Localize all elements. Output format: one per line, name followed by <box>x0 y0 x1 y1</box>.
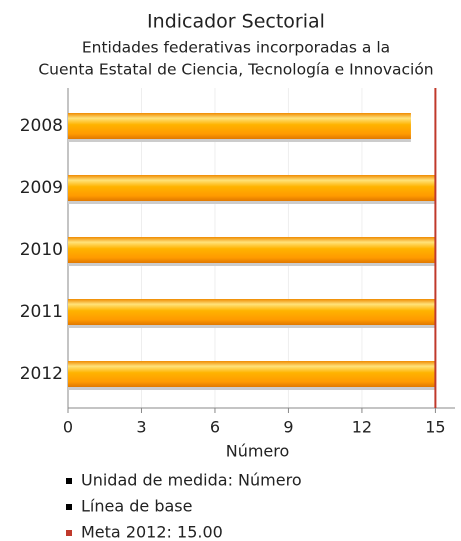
y-tick-label: 2008 <box>20 116 63 136</box>
legend-marker <box>66 530 72 536</box>
bar <box>68 175 436 201</box>
x-tick-label: 3 <box>136 418 146 437</box>
bar <box>68 361 436 387</box>
y-tick-label: 2011 <box>20 302 63 322</box>
x-tick-label: 15 <box>425 418 445 437</box>
legend-label: Línea de base <box>81 497 192 516</box>
x-tick-label: 6 <box>210 418 220 437</box>
y-tick-label: 2009 <box>20 178 63 198</box>
bar <box>68 113 411 139</box>
x-axis-label: Número <box>226 442 290 461</box>
bar <box>68 237 436 263</box>
chart-title: Indicador Sectorial <box>147 11 325 33</box>
legend-label: Meta 2012: 15.00 <box>81 523 223 541</box>
y-tick-label: 2012 <box>20 364 63 384</box>
x-tick-label: 9 <box>283 418 293 437</box>
y-tick-label: 2010 <box>20 240 63 260</box>
legend-marker <box>66 504 72 510</box>
bar <box>68 299 436 325</box>
chart-subtitle: Entidades federativas incorporadas a la <box>82 39 390 57</box>
legend-label: Unidad de medida: Número <box>81 471 302 490</box>
legend-marker <box>66 478 72 484</box>
chart-subtitle: Cuenta Estatal de Ciencia, Tecnología e … <box>38 61 433 79</box>
x-tick-label: 12 <box>352 418 372 437</box>
x-tick-label: 0 <box>63 418 73 437</box>
